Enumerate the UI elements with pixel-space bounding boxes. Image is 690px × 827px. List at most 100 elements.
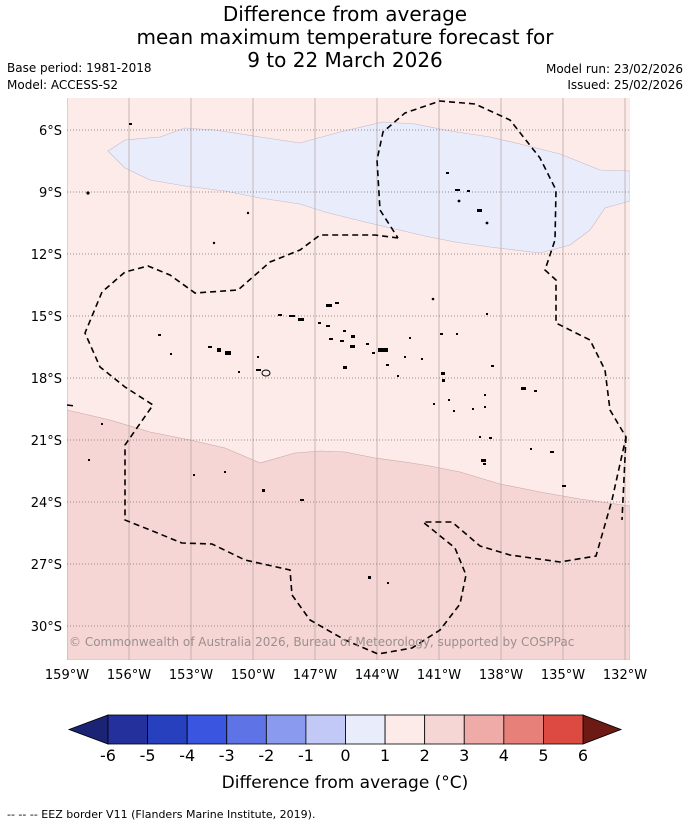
island	[262, 489, 265, 492]
island	[387, 582, 389, 584]
island	[351, 335, 355, 338]
island	[257, 356, 259, 358]
colorbar-swatch	[463, 714, 505, 745]
colorbar-swatch	[503, 714, 544, 745]
island	[212, 241, 216, 245]
longitude-label: 150°W	[231, 668, 275, 683]
longitude-label: 138°W	[479, 668, 523, 683]
island	[372, 352, 375, 354]
latitude-label: 24°S	[31, 496, 62, 511]
longitude-label: 159°W	[45, 668, 89, 683]
island	[368, 576, 371, 579]
island	[397, 375, 399, 377]
title-line-1: Difference from average	[222, 2, 468, 26]
longitude-label: 153°W	[169, 668, 213, 683]
colorbar-label: -2	[258, 746, 274, 765]
colorbar-label: 0	[340, 746, 350, 765]
island	[467, 190, 470, 192]
model-run: Model run: 23/02/2026	[545, 62, 683, 76]
island	[521, 387, 526, 390]
island	[486, 313, 488, 315]
island	[208, 346, 212, 348]
island	[472, 408, 474, 410]
colorbar-swatch	[147, 714, 188, 745]
colorbar-swatch	[107, 714, 148, 745]
island	[300, 499, 304, 501]
colorbar-title: Difference from average (°C)	[221, 773, 469, 793]
island	[431, 297, 435, 301]
island	[481, 459, 486, 462]
island	[421, 358, 423, 360]
colorbar-label: 2	[420, 746, 430, 765]
island	[298, 318, 304, 321]
island	[448, 399, 450, 401]
latitude-label: 30°S	[31, 620, 62, 635]
anomaly-band-1-to-2	[67, 409, 630, 660]
map-area: © Commonwealth of Australia 2026, Bureau…	[67, 98, 630, 660]
colorbar-label: 4	[499, 746, 509, 765]
island	[88, 459, 90, 461]
colorbar-swatch	[345, 714, 386, 745]
island	[455, 189, 460, 191]
island	[246, 211, 250, 215]
latitude-label: 9°S	[39, 186, 62, 201]
island	[170, 353, 172, 355]
island	[238, 371, 240, 373]
model-name: Model: ACCESS-S2	[7, 78, 119, 92]
island	[489, 437, 492, 439]
latitude-labels: 6°S 9°S 12°S 15°S 18°S 21°S 24°S 27°S 30°S	[31, 124, 62, 635]
island	[442, 379, 445, 382]
latitude-label: 6°S	[39, 124, 62, 139]
island	[457, 199, 461, 203]
colorbar-swatch	[305, 714, 346, 745]
colorbar-extend-high	[582, 714, 623, 745]
colorbar-label: 3	[459, 746, 469, 765]
latitude-label: 12°S	[31, 248, 62, 263]
longitude-label: 144°W	[355, 668, 399, 683]
colorbar-swatch	[186, 714, 228, 745]
island	[193, 474, 195, 476]
island	[483, 463, 486, 465]
colorbar-label: -5	[140, 746, 156, 765]
title-line-2: mean maximum temperature forecast for	[136, 25, 554, 49]
island	[326, 325, 330, 327]
latitude-label: 18°S	[31, 372, 62, 387]
eez-border-west-segment	[67, 404, 76, 407]
island	[485, 221, 489, 225]
title-line-3: 9 to 22 March 2026	[247, 48, 443, 72]
island	[404, 356, 406, 358]
island	[326, 304, 332, 307]
island	[225, 351, 231, 355]
longitude-label: 135°W	[541, 668, 585, 683]
island	[217, 348, 221, 352]
island	[441, 372, 445, 375]
longitude-label: 147°W	[293, 668, 337, 683]
island	[289, 315, 295, 317]
islands	[86, 123, 566, 584]
colorbar-swatch	[543, 714, 584, 745]
island	[446, 172, 449, 174]
base-period: Base period: 1981-2018	[7, 61, 152, 75]
island	[386, 364, 389, 366]
island	[86, 191, 90, 195]
eez-border	[84, 100, 627, 655]
anomaly-band-neg1-to-0	[107, 121, 630, 254]
colorbar-label: 5	[538, 746, 548, 765]
island	[343, 366, 347, 369]
island	[550, 451, 554, 453]
island	[340, 340, 344, 342]
issued-date: Issued: 25/02/2026	[567, 78, 683, 92]
island	[261, 369, 271, 377]
island	[350, 345, 355, 348]
longitude-labels: 159°W 156°W 153°W 150°W 147°W 144°W 141°W 138°W…	[45, 668, 647, 683]
island	[479, 436, 481, 438]
island	[409, 337, 411, 339]
colorbar-label: -6	[100, 746, 116, 765]
island	[534, 390, 537, 392]
island	[378, 348, 388, 352]
island	[318, 322, 321, 324]
colorbar-extend-low	[67, 714, 109, 745]
longitude-label: 132°W	[603, 668, 647, 683]
island	[440, 333, 443, 335]
eez-footnote: -- -- -- EEZ border V11 (Flanders Marine…	[7, 808, 316, 821]
